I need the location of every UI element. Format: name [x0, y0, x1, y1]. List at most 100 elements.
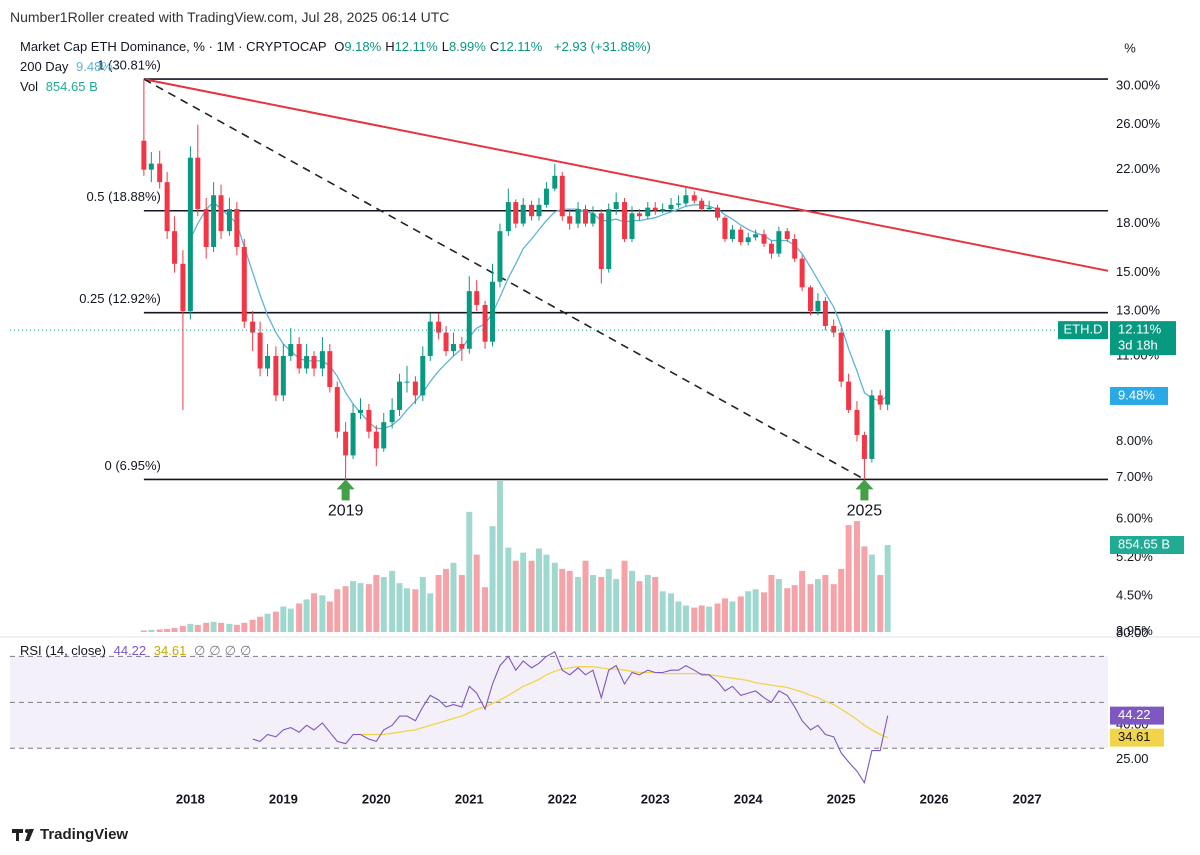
x-tick-label: 2021 — [455, 791, 484, 806]
volume-bar — [365, 584, 372, 632]
volume-bar — [520, 552, 527, 632]
candle-body — [304, 355, 310, 369]
last-price-symbol-tag — [1058, 321, 1108, 340]
ma-legend: 200 Day 9.48% — [20, 58, 117, 76]
candle-body — [753, 234, 759, 238]
candle-body — [854, 409, 860, 435]
candle-body — [474, 291, 480, 305]
volume-bar — [412, 589, 419, 632]
candle-body — [799, 258, 805, 288]
arrow-marker — [855, 479, 874, 501]
candle-body — [273, 355, 279, 396]
candle-body — [582, 209, 588, 224]
candle-body — [358, 409, 364, 413]
fib-label: 0 (6.95%) — [105, 458, 161, 473]
candle-body — [187, 157, 193, 312]
candle-body — [691, 195, 697, 201]
volume-value: 854.65 B — [45, 79, 98, 94]
candle-body — [792, 238, 798, 259]
volume-bar — [706, 606, 713, 632]
candle-body — [157, 163, 163, 183]
candle-body — [218, 195, 224, 232]
volume-bar — [272, 611, 279, 632]
tradingview-logo — [12, 829, 34, 841]
candle-body — [172, 231, 178, 264]
candle-body — [745, 237, 751, 243]
rsi-extra: ∅ — [193, 643, 206, 658]
candle-body — [350, 412, 356, 456]
x-tick-label: 2024 — [734, 791, 764, 806]
rsi-ma-value: 34.61 — [153, 643, 187, 658]
volume-bar — [868, 554, 875, 632]
ma-value: 9.48% — [76, 59, 113, 74]
candle-body — [629, 213, 635, 239]
y-tick-label: 3.95% — [1116, 623, 1153, 638]
candle-body — [822, 300, 828, 326]
volume-bar — [791, 585, 798, 632]
candle-body — [520, 204, 526, 224]
y-tick-label: 15.00% — [1116, 264, 1161, 279]
volume-bar — [257, 616, 264, 632]
y-tick-label: 22.00% — [1116, 161, 1161, 176]
main-legend: Market Cap ETH Dominance, % · 1M · CRYPT… — [20, 38, 655, 56]
legend-title: Market Cap ETH Dominance, % · 1M · CRYPT… — [20, 39, 327, 54]
ma-tag — [1110, 386, 1168, 405]
x-tick-label: 2018 — [176, 791, 205, 806]
rsi-tag-label: 44.22 — [1118, 707, 1151, 722]
candle-body — [543, 188, 549, 205]
volume-name: Vol — [20, 79, 39, 94]
candle-body — [450, 344, 456, 352]
candle-body — [706, 207, 712, 210]
candle-body — [598, 213, 604, 270]
volume-bar — [458, 574, 465, 632]
rsi-tick-label: 80.00 — [1116, 625, 1149, 640]
candle-body — [141, 140, 147, 170]
candle-body — [536, 204, 542, 217]
volume-bar — [613, 579, 620, 632]
rsi-tick-label: 25.00 — [1116, 751, 1149, 766]
volume-bar — [473, 554, 480, 632]
legend-ohlc-key: O — [334, 39, 345, 54]
volume-bar — [698, 605, 705, 632]
volume-bar — [233, 624, 240, 632]
candle-body — [195, 157, 201, 210]
candle-body — [381, 422, 387, 449]
volume-bar — [861, 546, 868, 632]
volume-bar — [450, 562, 457, 632]
candle-body — [807, 287, 813, 312]
candle-body — [420, 355, 426, 396]
candle-body — [846, 381, 852, 410]
volume-bar — [691, 607, 698, 632]
candle-body — [613, 202, 619, 210]
candle-body — [567, 216, 573, 224]
candle-body — [552, 175, 558, 189]
last-price-label: 12.11% — [1118, 322, 1162, 337]
legend-ohlc-key: C — [489, 39, 500, 54]
axis-unit: % — [1124, 40, 1136, 55]
candle-body — [211, 195, 217, 247]
volume-bar — [566, 570, 573, 632]
fib-label: 0.25 (12.92%) — [79, 291, 161, 306]
volume-bar — [264, 613, 271, 632]
volume-bar — [311, 593, 318, 632]
candle-body — [815, 300, 821, 312]
volume-bar — [761, 592, 768, 632]
candle-body — [675, 203, 681, 205]
candle-body — [412, 381, 418, 396]
volume-bar — [853, 521, 860, 632]
volume-bar — [389, 570, 396, 632]
candle-body — [319, 351, 325, 369]
candle-body — [466, 291, 472, 349]
volume-bar — [435, 574, 442, 632]
volume-bar — [505, 547, 512, 632]
rsi-ma-tag — [1110, 728, 1164, 747]
candle-body — [776, 231, 782, 254]
last-price-tag — [1110, 321, 1176, 356]
candle-body — [404, 381, 410, 383]
candle-body — [722, 217, 728, 239]
candle-body — [575, 209, 581, 224]
volume-bar — [830, 584, 837, 632]
x-tick-label: 2020 — [362, 791, 391, 806]
candle-body — [490, 281, 496, 342]
